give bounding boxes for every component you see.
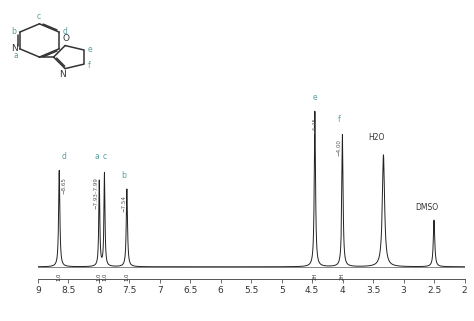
Text: f: f (337, 115, 340, 124)
Text: 2H: 2H (312, 273, 318, 280)
Text: c: c (37, 12, 41, 21)
Text: a: a (94, 152, 99, 161)
Text: a: a (14, 51, 18, 60)
Text: b: b (121, 171, 126, 180)
Text: 1.0: 1.0 (124, 273, 129, 282)
Text: −7.93–7.99: −7.93–7.99 (94, 177, 99, 209)
Text: e: e (312, 93, 317, 102)
Text: N: N (11, 44, 18, 53)
Text: N: N (59, 70, 66, 79)
Text: DMSO: DMSO (415, 204, 438, 213)
Text: −4.45: −4.45 (312, 117, 318, 134)
Text: d: d (62, 152, 66, 161)
Text: 1.0: 1.0 (57, 273, 62, 282)
Text: b: b (11, 27, 16, 36)
Text: −4.00: −4.00 (336, 139, 341, 156)
Text: −8.65: −8.65 (62, 177, 67, 194)
Text: 1.0: 1.0 (97, 273, 102, 282)
Text: d: d (63, 27, 68, 36)
Text: f: f (88, 61, 91, 70)
Text: −7.54: −7.54 (121, 195, 127, 212)
Text: O: O (62, 34, 69, 43)
Text: 1.0: 1.0 (102, 273, 107, 282)
Text: 2H: 2H (340, 273, 345, 280)
Text: c: c (102, 152, 107, 161)
Text: e: e (88, 45, 92, 54)
Text: H2O: H2O (368, 134, 384, 143)
